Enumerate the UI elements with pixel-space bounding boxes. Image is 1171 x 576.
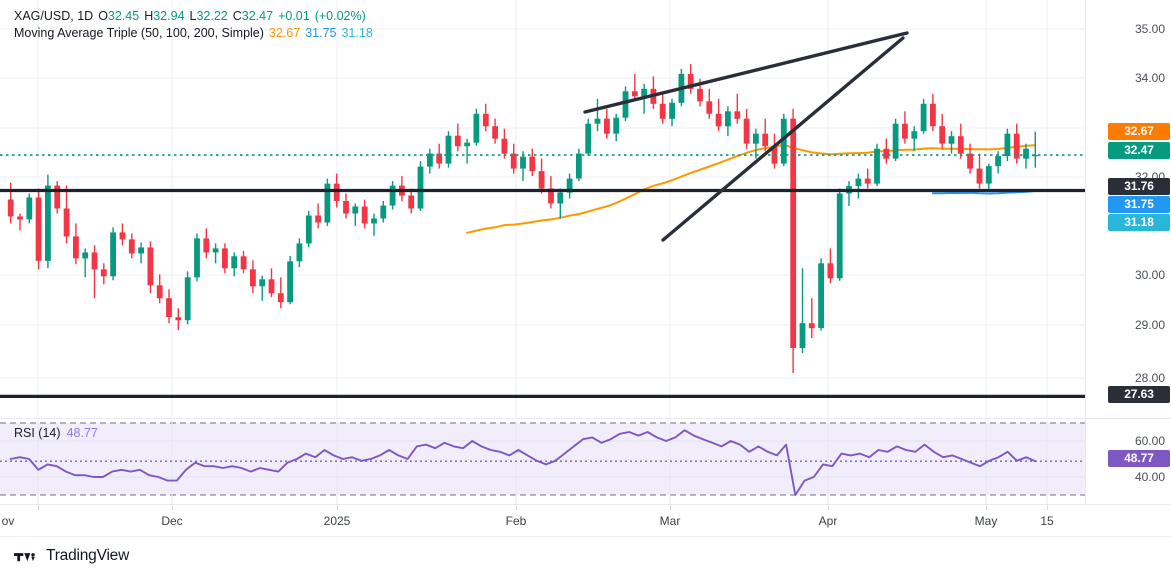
ma50-value: 32.67 xyxy=(268,25,301,40)
rsi-tick: 60.00 xyxy=(1134,434,1165,448)
time-tick-label: 2025 xyxy=(323,514,351,528)
time-tick-mark xyxy=(828,505,829,510)
pane-divider[interactable] xyxy=(0,418,1085,419)
time-tick-label: ov xyxy=(1,514,15,528)
time-tick-mark xyxy=(670,505,671,510)
ma200-badge[interactable]: 31.18 xyxy=(1108,214,1170,231)
price-plot xyxy=(0,0,1085,418)
legend-ma-row[interactable]: Moving Average Triple (50, 100, 200, Sim… xyxy=(14,25,373,42)
open-label: O32.45 xyxy=(98,9,140,23)
rsi-legend[interactable]: RSI (14) 48.77 xyxy=(14,426,98,440)
ma50-badge[interactable]: 32.67 xyxy=(1108,123,1170,140)
chart-legend: XAG/USD, 1D O32.45 H32.94 L32.22 C32.47 … xyxy=(14,8,373,41)
ma50-line xyxy=(466,143,1037,234)
tradingview-logo[interactable]: TradingView xyxy=(14,547,129,565)
price-tick: 34.00 xyxy=(1134,71,1165,85)
time-tick-label: 15 xyxy=(1040,514,1054,528)
ma100-value: 31.75 xyxy=(305,25,337,40)
time-tick-label: Apr xyxy=(818,514,838,528)
price-axis[interactable]: 35.0034.0033.0032.0030.0029.0028.0060.00… xyxy=(1085,0,1171,504)
time-tick-mark xyxy=(516,505,517,510)
rising-wedge-lower[interactable] xyxy=(661,36,905,242)
rsi-tick: 40.00 xyxy=(1134,470,1165,484)
chart-footer: TradingView xyxy=(0,536,1171,576)
support-badge[interactable]: 31.76 xyxy=(1108,178,1170,195)
rsi-indicator-label[interactable]: RSI (14) xyxy=(14,426,61,440)
time-tick-label: May xyxy=(974,514,998,528)
pane-separator xyxy=(1086,418,1171,419)
ma-indicator-label[interactable]: Moving Average Triple (50, 100, 200, Sim… xyxy=(14,25,264,40)
close-label: C32.47 xyxy=(232,9,274,23)
price-tick: 30.00 xyxy=(1134,268,1165,282)
rsi-pane[interactable] xyxy=(0,420,1085,504)
change-percent: (+0.02%) xyxy=(314,9,366,23)
time-tick-label: Mar xyxy=(659,514,681,528)
tradingview-wordmark: TradingView xyxy=(46,547,130,564)
rsi-line xyxy=(9,429,1037,496)
ma200-value: 31.18 xyxy=(341,25,373,40)
tradingview-mark-icon xyxy=(14,552,35,561)
time-tick-mark xyxy=(986,505,987,510)
legend-ohlc-row[interactable]: XAG/USD, 1D O32.45 H32.94 L32.22 C32.47 … xyxy=(14,8,373,25)
price-tick: 29.00 xyxy=(1134,318,1165,332)
candle-series xyxy=(7,63,1039,373)
time-tick-label: Dec xyxy=(161,514,183,528)
symbol-label[interactable]: XAG/USD, 1D xyxy=(14,9,94,23)
time-axis[interactable]: ov Dec 2025 Feb Mar Apr May 15 xyxy=(0,504,1171,536)
rsi-value-badge[interactable]: 48.77 xyxy=(1108,450,1170,467)
ma100-line xyxy=(931,190,1037,195)
price-chart-pane[interactable] xyxy=(0,0,1085,418)
time-tick-mark xyxy=(38,505,39,510)
change-value: +0.01 xyxy=(278,9,310,23)
time-tick-mark xyxy=(172,505,173,510)
rsi-current-value: 48.77 xyxy=(66,426,98,440)
time-tick-mark xyxy=(337,505,338,510)
last-price-badge[interactable]: 32.47 xyxy=(1108,142,1170,159)
high-label: H32.94 xyxy=(144,9,185,23)
price-tick: 28.00 xyxy=(1134,371,1165,385)
time-tick-mark xyxy=(1047,505,1048,510)
price-tick: 35.00 xyxy=(1134,22,1165,36)
low-label: L32.22 xyxy=(189,9,228,23)
rsi-plot xyxy=(0,420,1085,504)
floor-badge[interactable]: 27.63 xyxy=(1108,386,1170,403)
time-tick-label: Feb xyxy=(505,514,527,528)
rising-wedge-upper[interactable] xyxy=(583,31,909,114)
ma100-badge[interactable]: 31.75 xyxy=(1108,196,1170,213)
